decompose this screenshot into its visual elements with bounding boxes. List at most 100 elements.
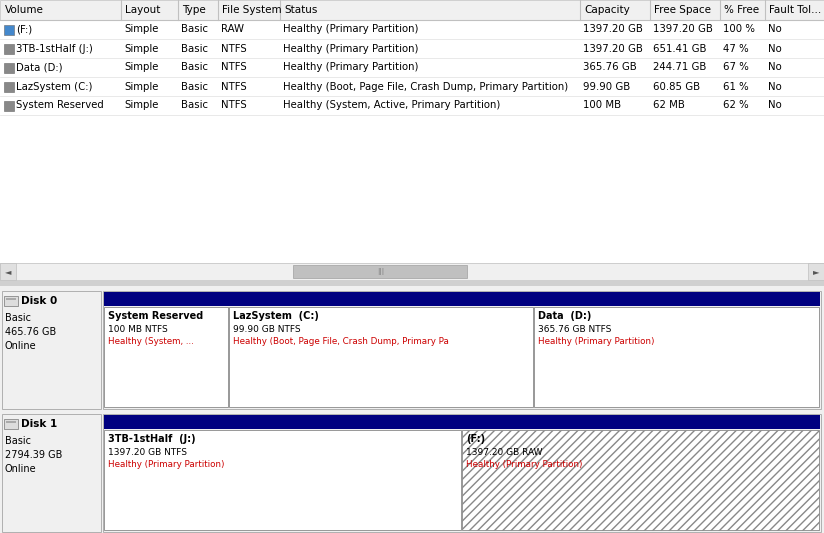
Bar — [4, 419, 18, 429]
Text: Healthy (Primary Partition): Healthy (Primary Partition) — [283, 25, 419, 35]
Bar — [462, 430, 819, 530]
Bar — [103, 414, 821, 532]
Text: Basic: Basic — [181, 101, 208, 110]
Text: Free Space: Free Space — [654, 5, 711, 15]
Text: Healthy (System, ...: Healthy (System, ... — [108, 337, 194, 346]
Text: 3TB-1stHalf  (J:): 3TB-1stHalf (J:) — [108, 434, 195, 444]
Text: 465.76 GB: 465.76 GB — [5, 327, 56, 337]
Text: Healthy (Primary Partition): Healthy (Primary Partition) — [466, 460, 583, 469]
Text: 244.71 GB: 244.71 GB — [653, 62, 706, 72]
Bar — [104, 307, 228, 407]
Text: Healthy (Primary Partition): Healthy (Primary Partition) — [283, 62, 419, 72]
Bar — [229, 307, 532, 407]
Text: NTFS: NTFS — [221, 44, 246, 53]
Text: Data  (D:): Data (D:) — [537, 311, 591, 321]
Text: Basic: Basic — [181, 82, 208, 92]
Bar — [0, 0, 824, 20]
Text: (F:): (F:) — [16, 25, 32, 35]
Text: Online: Online — [5, 464, 36, 474]
Text: 365.76 GB: 365.76 GB — [583, 62, 637, 72]
Text: Healthy (Primary Partition): Healthy (Primary Partition) — [108, 460, 224, 469]
Bar — [4, 101, 14, 110]
Text: No: No — [768, 101, 782, 110]
Text: |||: ||| — [377, 268, 384, 275]
Text: Simple: Simple — [124, 82, 158, 92]
Bar — [4, 25, 14, 35]
Text: No: No — [768, 82, 782, 92]
Bar — [0, 286, 824, 533]
Text: ►: ► — [812, 267, 819, 276]
Bar — [4, 296, 18, 306]
Text: Healthy (Primary Partition): Healthy (Primary Partition) — [537, 337, 654, 346]
Bar — [0, 0, 824, 263]
Bar — [0, 263, 824, 280]
Text: System Reserved: System Reserved — [108, 311, 204, 321]
Text: Fault Tol...: Fault Tol... — [769, 5, 822, 15]
Text: Simple: Simple — [124, 44, 158, 53]
Bar — [2, 291, 101, 409]
Bar — [0, 77, 824, 96]
Text: ◄: ◄ — [5, 267, 12, 276]
Text: Healthy (Boot, Page File, Crash Dump, Primary Partition): Healthy (Boot, Page File, Crash Dump, Pr… — [283, 82, 569, 92]
Text: 2794.39 GB: 2794.39 GB — [5, 450, 63, 460]
Bar — [104, 415, 820, 429]
Text: Layout: Layout — [125, 5, 161, 15]
Bar — [4, 44, 14, 53]
Text: NTFS: NTFS — [221, 62, 246, 72]
Text: 60.85 GB: 60.85 GB — [653, 82, 700, 92]
Text: Healthy (Primary Partition): Healthy (Primary Partition) — [283, 44, 419, 53]
Bar — [104, 292, 820, 306]
Text: 67 %: 67 % — [723, 62, 749, 72]
Text: % Free: % Free — [724, 5, 759, 15]
Text: 651.41 GB: 651.41 GB — [653, 44, 706, 53]
Text: Data (D:): Data (D:) — [16, 62, 63, 72]
Text: Capacity: Capacity — [584, 5, 630, 15]
Bar — [6, 298, 16, 300]
Bar — [4, 82, 14, 92]
Text: 1397.20 GB RAW: 1397.20 GB RAW — [466, 448, 542, 457]
Bar — [6, 421, 16, 423]
Bar — [0, 39, 824, 58]
Text: 99.90 GB NTFS: 99.90 GB NTFS — [233, 325, 301, 334]
Bar — [103, 291, 821, 409]
Text: Basic: Basic — [5, 313, 31, 323]
Text: No: No — [768, 44, 782, 53]
Bar — [2, 414, 101, 532]
Text: Basic: Basic — [5, 436, 31, 446]
Text: Healthy (Boot, Page File, Crash Dump, Primary Pa: Healthy (Boot, Page File, Crash Dump, Pr… — [233, 337, 449, 346]
Text: Basic: Basic — [181, 25, 208, 35]
Text: 1397.20 GB: 1397.20 GB — [583, 25, 643, 35]
Text: 3TB-1stHalf (J:): 3TB-1stHalf (J:) — [16, 44, 93, 53]
Text: Simple: Simple — [124, 25, 158, 35]
Text: 365.76 GB NTFS: 365.76 GB NTFS — [537, 325, 611, 334]
Text: Volume: Volume — [5, 5, 44, 15]
Bar — [808, 263, 824, 280]
Text: 47 %: 47 % — [723, 44, 749, 53]
Text: 1397.20 GB NTFS: 1397.20 GB NTFS — [108, 448, 187, 457]
Text: LazSystem (C:): LazSystem (C:) — [16, 82, 92, 92]
Text: File System: File System — [222, 5, 282, 15]
Text: 1397.20 GB: 1397.20 GB — [653, 25, 713, 35]
Text: Simple: Simple — [124, 101, 158, 110]
Text: Online: Online — [5, 341, 36, 351]
Text: 100 %: 100 % — [723, 25, 755, 35]
Bar — [0, 96, 824, 115]
Text: Healthy (System, Active, Primary Partition): Healthy (System, Active, Primary Partiti… — [283, 101, 500, 110]
Bar — [104, 430, 461, 530]
Bar — [0, 58, 824, 77]
Text: LazSystem  (C:): LazSystem (C:) — [233, 311, 319, 321]
Text: Basic: Basic — [181, 44, 208, 53]
Text: Basic: Basic — [181, 62, 208, 72]
Text: RAW: RAW — [221, 25, 244, 35]
Text: (F:): (F:) — [466, 434, 485, 444]
Bar — [4, 62, 14, 72]
Text: No: No — [768, 25, 782, 35]
Text: Simple: Simple — [124, 62, 158, 72]
Text: NTFS: NTFS — [221, 82, 246, 92]
Bar — [0, 20, 824, 39]
Text: 100 MB: 100 MB — [583, 101, 621, 110]
Text: 1397.20 GB: 1397.20 GB — [583, 44, 643, 53]
Text: 99.90 GB: 99.90 GB — [583, 82, 630, 92]
Text: 62 MB: 62 MB — [653, 101, 685, 110]
Text: 62 %: 62 % — [723, 101, 749, 110]
